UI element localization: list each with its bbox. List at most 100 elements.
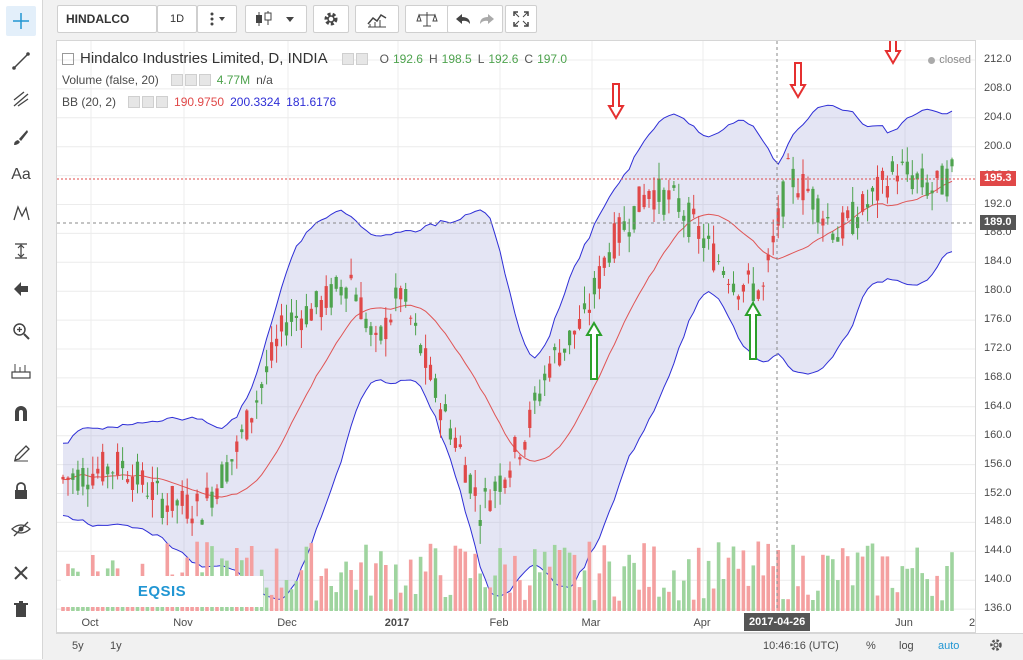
volume-bar [468,578,473,611]
candle-body [930,190,934,194]
time-axis[interactable]: Oct Nov Dec 2017 Feb Mar Apr Jun 2 [56,610,1023,633]
eqsis-watermark: EQSIS [61,576,263,607]
volume-bar [478,573,482,611]
candle-body [528,409,532,428]
interval-button[interactable]: 1D [157,5,197,33]
undo-icon[interactable] [456,14,470,24]
volume-actions[interactable] [170,74,211,86]
candle-body [389,319,393,323]
trash-icon[interactable] [6,594,36,624]
candle-body [190,518,194,524]
volume-bar [463,551,468,611]
hide-drawings-icon[interactable] [6,514,36,544]
compare-button[interactable] [405,5,449,33]
tools-icon[interactable] [6,558,36,588]
trend-line-icon[interactable] [6,46,36,76]
redo-icon[interactable] [480,14,494,24]
candle-body [245,410,249,440]
time-tick-label: Nov [173,617,193,629]
volume-bar [359,562,363,611]
candle-body [140,470,145,485]
candle-body [384,317,388,340]
candle-body [652,190,656,210]
volume-bar [418,556,423,611]
volume-extra: n/a [256,73,273,87]
pitchfork-icon[interactable] [6,84,36,114]
candle-body [116,451,120,476]
candle-body [662,189,666,215]
log-toggle[interactable]: log [899,640,914,652]
pattern-icon[interactable] [6,198,36,228]
arrow-left-icon[interactable] [6,274,36,304]
text-tool-icon[interactable]: Aa [11,166,31,183]
range-1y[interactable]: 1y [110,640,122,652]
candle-body [602,257,606,268]
indicators-button[interactable] [355,5,399,33]
volume-bar [269,594,274,611]
zoom-in-icon[interactable] [6,316,36,346]
bb-actions[interactable] [128,96,169,108]
candle-body [473,487,477,496]
candle-body [200,519,204,525]
clock: 10:46:16 (UTC) [763,640,839,652]
undo-redo-group [447,5,503,33]
candle-body [707,235,711,239]
volume-bar [488,587,492,611]
auto-toggle[interactable]: auto [938,640,960,652]
candle-body [697,226,701,239]
candle-body [250,418,254,423]
candle-body [543,373,547,381]
ohlc-low: 192.6 [488,51,519,66]
candle-body [642,194,646,208]
candle-body [915,173,919,180]
magnet-icon[interactable] [6,398,36,428]
percent-toggle[interactable]: % [866,640,876,652]
candle-body [493,481,497,491]
volume-bar [920,573,924,611]
volume-bar [274,548,279,611]
chart-settings-button[interactable] [988,637,1004,656]
more-icon [210,12,225,26]
collapse-icon[interactable] [62,52,74,65]
candle-body [294,315,298,318]
volume-bar [289,589,294,611]
candle-body [687,202,691,237]
volume-bar [870,543,875,611]
candle-body [121,460,125,469]
volume-bar [821,554,825,611]
candle-body [304,306,308,325]
candle-body [458,444,462,447]
range-5y[interactable]: 5y [72,640,84,652]
chart-type-button[interactable] [245,5,307,33]
up-arrow-icon [744,301,762,360]
candle-body [61,476,65,480]
chart-pane[interactable] [56,40,976,633]
series-actions[interactable] [341,52,368,65]
symbol-search-input[interactable]: HINDALCO [57,5,157,33]
candle-body [513,437,517,452]
candle-body [86,484,90,490]
measure-icon[interactable] [6,236,36,266]
interval-dropdown[interactable] [197,5,237,33]
price-chart[interactable] [57,41,975,632]
volume-bar [314,600,319,611]
volume-bar [334,592,338,611]
price-tick-label: 136.0 [984,602,1012,615]
stay-drawing-icon[interactable] [6,438,36,468]
volume-bar [855,552,860,611]
volume-bar [706,560,711,611]
lock-icon[interactable] [6,476,36,506]
candle-body [334,277,338,289]
volume-bar [448,594,453,611]
candle-body [71,473,75,480]
candle-body [831,233,835,240]
volume-bar [423,571,428,611]
fullscreen-button[interactable] [505,5,537,33]
candle-body [220,464,224,488]
brush-icon[interactable] [6,122,36,152]
price-tick-label: 204.0 [984,110,1012,123]
crosshair-icon[interactable] [6,6,36,36]
ruler-icon[interactable] [6,356,36,386]
settings-button[interactable] [313,5,349,33]
price-axis[interactable]: 212.0208.0204.0200.0196.0192.0188.0184.0… [976,40,1023,633]
